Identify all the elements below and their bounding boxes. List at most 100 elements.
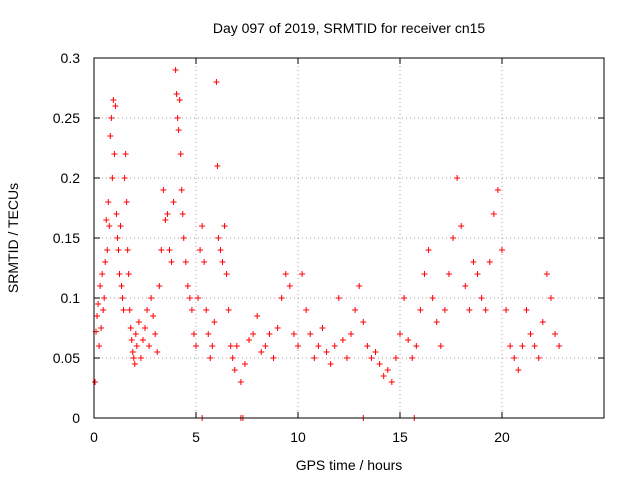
chart-title: Day 097 of 2019, SRMTID for receiver cn1… <box>213 20 486 36</box>
plot-frame <box>93 57 605 419</box>
data-point <box>384 367 391 373</box>
data-point <box>131 361 138 367</box>
data-point <box>229 355 236 361</box>
data-point <box>95 301 102 307</box>
data-point <box>392 355 399 361</box>
data-point <box>193 343 199 349</box>
data-point <box>128 337 135 343</box>
data-point <box>319 325 326 331</box>
data-point <box>364 343 371 349</box>
data-point <box>112 103 119 109</box>
data-point <box>490 211 497 217</box>
data-point <box>120 307 127 313</box>
data-point <box>213 79 220 85</box>
data-point <box>327 361 334 367</box>
data-point <box>195 295 202 301</box>
y-tick-label: 0.1 <box>61 290 81 306</box>
data-point <box>323 349 330 355</box>
data-point <box>274 325 281 331</box>
data-point <box>221 223 228 229</box>
data-point <box>162 217 169 223</box>
data-point <box>339 337 346 343</box>
data-point <box>413 343 420 349</box>
x-tick-label: 20 <box>494 429 510 445</box>
data-point <box>433 319 440 325</box>
grid-lines <box>94 58 604 418</box>
data-point <box>97 283 104 289</box>
data-point <box>458 223 465 229</box>
data-point <box>170 199 177 205</box>
data-point <box>184 283 191 289</box>
data-point <box>429 295 436 301</box>
data-point <box>474 271 481 277</box>
data-point <box>122 151 129 157</box>
data-point <box>335 295 342 301</box>
y-tick-label: 0.3 <box>61 50 81 66</box>
data-point <box>311 355 318 361</box>
data-point <box>227 343 234 349</box>
data-point <box>113 211 120 217</box>
data-point <box>486 259 493 265</box>
data-point <box>417 307 424 313</box>
data-point <box>539 319 546 325</box>
data-point <box>215 235 222 241</box>
data-point <box>225 307 232 313</box>
data-point <box>262 343 269 349</box>
data-point <box>156 283 163 289</box>
data-point <box>94 313 101 319</box>
data-point <box>158 247 165 253</box>
data-point <box>450 235 457 241</box>
x-tick-label: 10 <box>290 429 306 445</box>
data-point <box>197 247 204 253</box>
data-point <box>258 349 265 355</box>
data-point <box>266 331 273 337</box>
data-point <box>494 187 501 193</box>
data-point <box>211 319 218 325</box>
data-point <box>129 349 136 355</box>
data-point <box>343 355 350 361</box>
data-point <box>203 307 210 313</box>
data-point <box>108 115 115 121</box>
data-point <box>231 367 238 373</box>
y-tick-label: 0.25 <box>53 110 80 126</box>
data-point <box>174 115 181 121</box>
data-point <box>511 355 518 361</box>
data-point <box>96 343 103 349</box>
data-point <box>307 331 314 337</box>
data-point <box>515 367 522 373</box>
y-tick-label: 0.15 <box>53 230 80 246</box>
data-point <box>205 331 212 337</box>
data-point <box>109 175 116 181</box>
data-point <box>409 355 416 361</box>
data-point <box>98 325 105 331</box>
data-point <box>425 247 432 253</box>
data-point <box>99 271 106 277</box>
data-point <box>503 307 510 313</box>
data-point <box>376 361 383 367</box>
data-point <box>172 67 179 73</box>
data-points <box>92 67 563 421</box>
data-point <box>421 271 428 277</box>
data-point <box>519 343 526 349</box>
data-point <box>92 379 99 385</box>
data-point <box>123 199 130 205</box>
data-point <box>482 307 489 313</box>
data-point <box>241 361 248 367</box>
data-point <box>118 283 125 289</box>
data-point <box>303 307 310 313</box>
data-point <box>142 325 148 331</box>
data-point <box>102 259 109 265</box>
data-point <box>111 151 118 157</box>
data-point <box>132 331 139 337</box>
data-point <box>478 295 485 301</box>
data-point <box>137 355 144 361</box>
data-point <box>270 355 277 361</box>
data-point <box>556 343 563 349</box>
data-point <box>176 97 183 103</box>
data-point <box>368 355 375 361</box>
data-point <box>150 313 157 319</box>
tick-labels: 0 5 10 15 20 0 0.05 0.1 0.15 0.2 0.25 0.3 <box>53 50 510 445</box>
data-point <box>531 343 538 349</box>
data-point <box>182 259 189 265</box>
